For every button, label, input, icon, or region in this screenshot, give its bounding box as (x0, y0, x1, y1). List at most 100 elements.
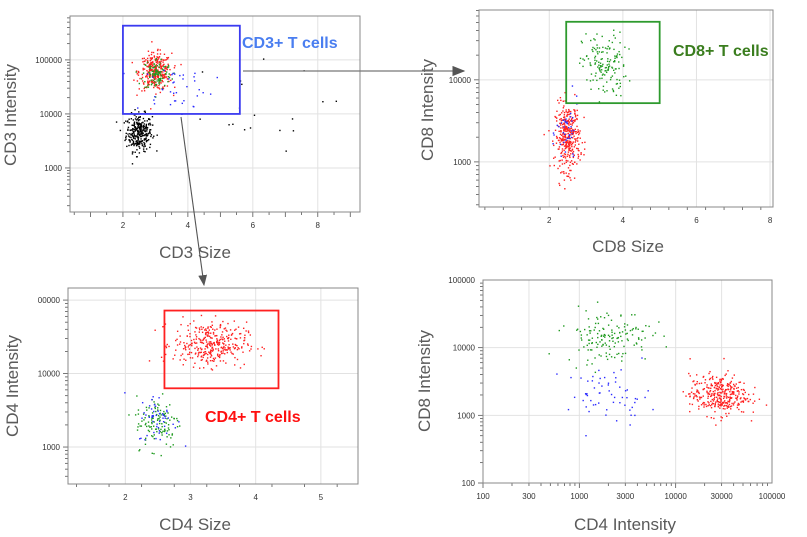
data-point (564, 91, 566, 94)
data-point (131, 139, 134, 141)
data-point (167, 427, 170, 429)
x-tick-label: 2 (123, 493, 128, 502)
data-point (731, 377, 734, 379)
data-point (569, 156, 571, 159)
data-point (151, 80, 154, 83)
data-point (176, 338, 178, 341)
data-point (145, 123, 148, 126)
data-point (612, 337, 614, 339)
data-point (720, 419, 722, 422)
data-point (211, 321, 213, 323)
data-point (725, 397, 728, 399)
data-point (641, 349, 643, 351)
data-point (600, 66, 602, 68)
data-point (729, 399, 731, 402)
data-point (568, 359, 570, 361)
data-point (733, 393, 735, 395)
data-point (132, 119, 135, 121)
data-point (186, 85, 188, 88)
data-point (566, 128, 568, 130)
data-point (594, 322, 597, 325)
data-point (161, 68, 164, 70)
data-point (753, 400, 756, 402)
data-point (218, 343, 221, 345)
data-point (171, 52, 173, 54)
data-point (560, 151, 563, 154)
y-axis-title: CD8 Intensity (415, 329, 434, 432)
data-point (714, 404, 716, 406)
data-point (717, 406, 720, 408)
data-point (137, 144, 139, 146)
data-point (201, 358, 203, 361)
data-point (194, 326, 197, 329)
data-point (153, 421, 155, 423)
y-tick-label: 1000 (457, 411, 475, 420)
data-point (154, 329, 156, 331)
data-point (623, 345, 625, 348)
data-point (163, 410, 165, 413)
gate-rectangle[interactable] (565, 20, 661, 105)
data-point (194, 342, 196, 344)
data-point (153, 103, 156, 105)
gate-rectangle[interactable] (163, 309, 280, 390)
data-point (138, 145, 140, 148)
data-point (209, 350, 212, 353)
data-point (731, 402, 733, 405)
data-point (148, 430, 151, 433)
data-point (689, 410, 691, 413)
data-point (570, 169, 572, 172)
gate-rectangle[interactable] (122, 24, 241, 115)
data-point (149, 65, 152, 68)
data-point (158, 78, 160, 80)
data-point (160, 414, 162, 416)
data-point (665, 346, 667, 348)
data-point (208, 335, 211, 338)
data-point (222, 347, 225, 349)
data-point (567, 120, 569, 122)
data-point (162, 74, 164, 76)
data-point (613, 60, 616, 63)
data-point (143, 57, 145, 60)
data-point (153, 78, 156, 80)
data-point (719, 391, 721, 394)
data-point (569, 120, 572, 122)
data-point (564, 188, 566, 190)
data-point (150, 68, 152, 70)
data-point (151, 82, 153, 85)
data-point (145, 406, 148, 409)
data-point (137, 74, 140, 76)
data-point (567, 151, 570, 153)
data-point (249, 334, 252, 336)
data-point (131, 143, 133, 146)
plot-frame (482, 279, 773, 484)
data-point (717, 381, 719, 384)
data-point (626, 332, 628, 335)
data-point (205, 352, 207, 355)
data-point (202, 338, 205, 341)
data-point (594, 55, 597, 58)
data-point (211, 369, 214, 371)
data-point (746, 397, 749, 400)
data-point (740, 397, 742, 399)
data-point (564, 147, 567, 150)
data-point (700, 396, 702, 399)
data-point (608, 65, 611, 67)
data-point (133, 122, 135, 124)
data-point (198, 89, 200, 91)
data-point (587, 339, 590, 341)
data-point (579, 57, 582, 60)
data-point (176, 330, 179, 333)
data-point (155, 78, 157, 80)
data-point (593, 387, 596, 389)
data-point (708, 402, 710, 404)
data-point (697, 391, 700, 394)
data-point (700, 404, 703, 406)
data-point (141, 140, 144, 142)
data-point (574, 138, 577, 140)
data-point (153, 86, 155, 89)
data-point (614, 72, 616, 74)
data-point (570, 160, 573, 162)
data-point (153, 66, 155, 69)
data-point (565, 109, 567, 111)
data-point (623, 326, 626, 328)
